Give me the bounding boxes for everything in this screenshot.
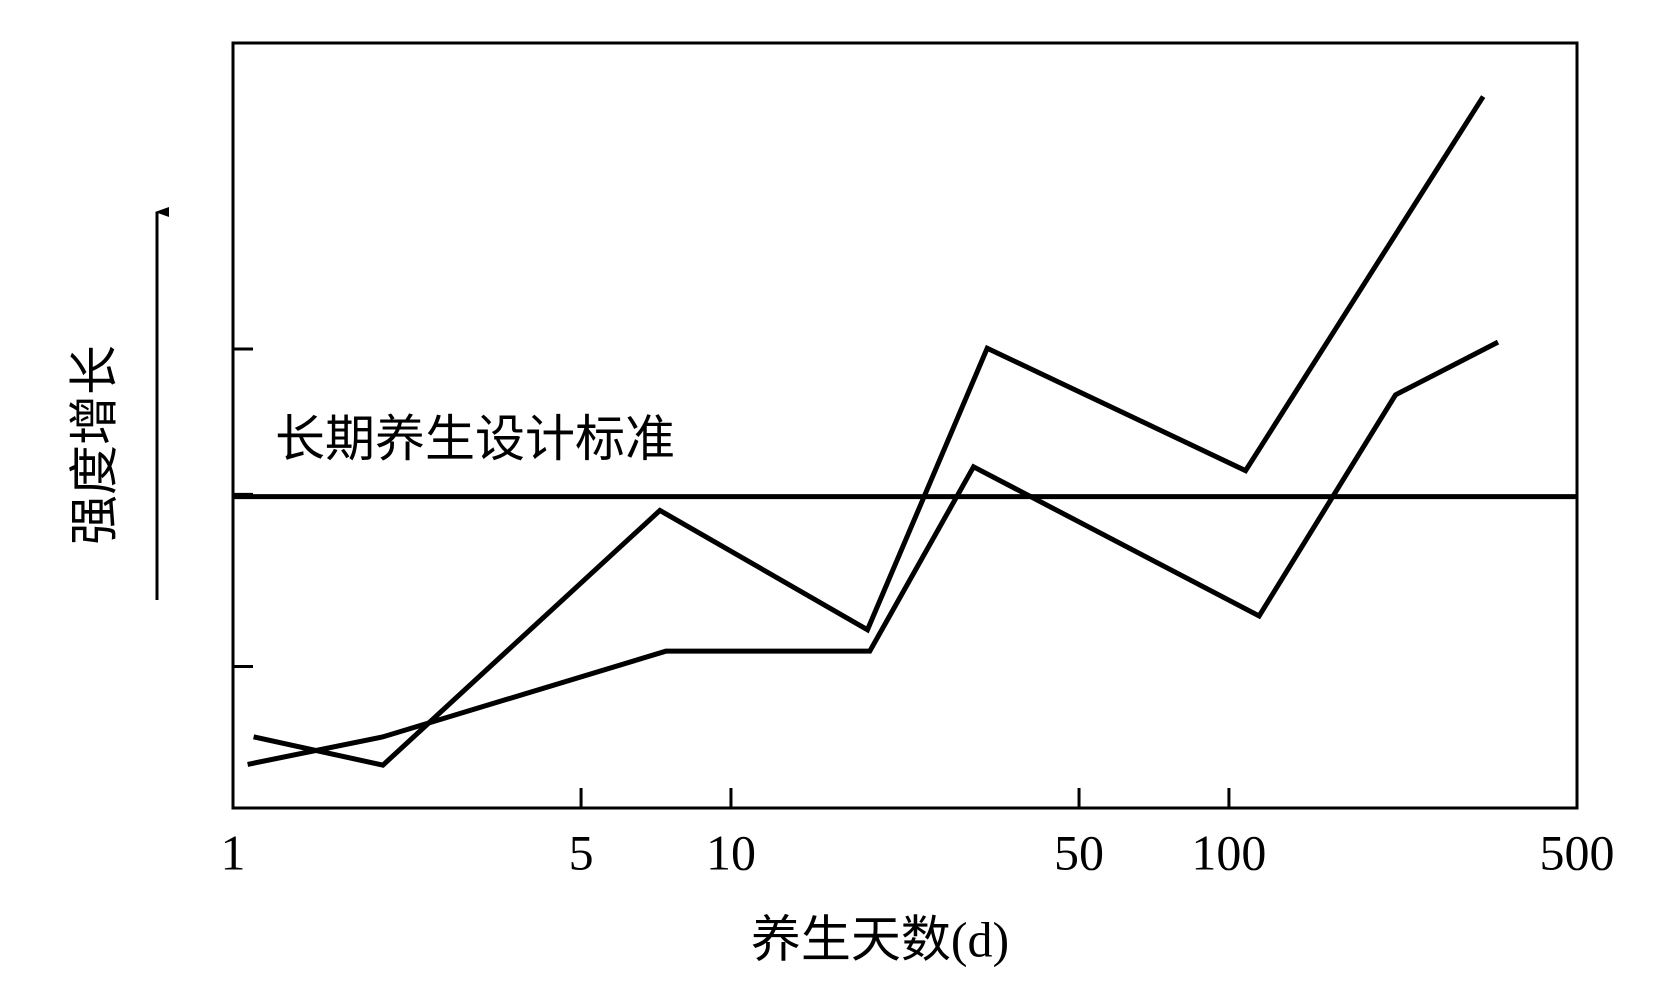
x-tick-label: 100 xyxy=(1191,824,1266,880)
line xyxy=(247,339,1500,767)
x-tick-label: 500 xyxy=(1540,824,1615,880)
x-tick-label: 10 xyxy=(706,824,756,880)
y-axis-label: 强度增长 xyxy=(66,345,122,545)
x-axis-label: 养生天数(d) xyxy=(751,911,1009,967)
plot-frame xyxy=(231,41,1579,810)
reference-label: 长期养生设计标准 xyxy=(275,411,675,467)
x-tick-label: 50 xyxy=(1054,824,1104,880)
x-tick-label: 5 xyxy=(569,824,594,880)
line xyxy=(253,95,1486,768)
x-tick-label: 1 xyxy=(221,824,246,880)
